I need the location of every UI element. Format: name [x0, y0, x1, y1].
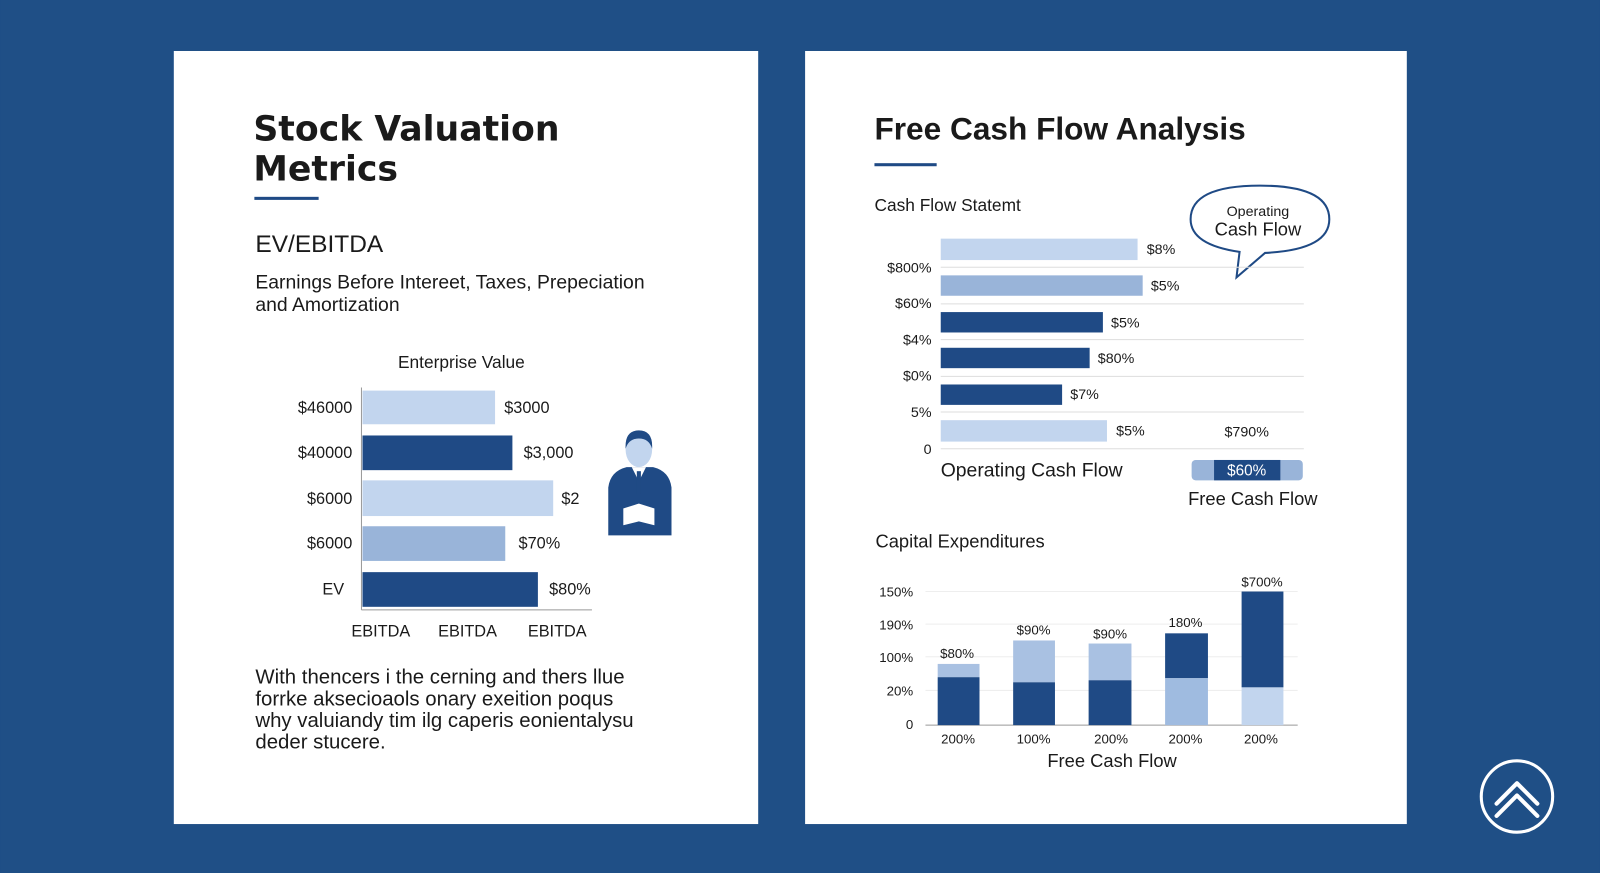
- column-label: EBITDA: [351, 622, 410, 640]
- row-label: $800%: [887, 260, 932, 276]
- chart-title: Enterprise Value: [398, 352, 525, 372]
- row-label: EV: [322, 581, 344, 599]
- row-label: $6000: [307, 490, 352, 508]
- bar-segment: [1088, 643, 1132, 681]
- section-title: Cash Flow Statemt: [874, 195, 1021, 215]
- description: and Amortization: [255, 294, 399, 316]
- bar-label: $8%: [1147, 242, 1176, 258]
- bar-label: $5%: [1116, 423, 1145, 439]
- column-label: 200%: [1094, 731, 1128, 746]
- row-label: $46000: [298, 399, 352, 417]
- description: Earnings Before Intereet, Taxes, Prepeci…: [255, 272, 644, 294]
- row-label: 0: [924, 442, 932, 458]
- row-label: 0: [906, 717, 913, 732]
- bar: [362, 526, 506, 561]
- title: Metrics: [253, 150, 398, 190]
- bar: [940, 238, 1138, 261]
- row-label: 20%: [887, 684, 914, 699]
- bar-label: 180%: [1169, 615, 1203, 630]
- bar: [362, 390, 496, 425]
- bar-segment: [1013, 682, 1055, 726]
- scroll-top-button[interactable]: [1479, 759, 1555, 834]
- bar-segment: [1241, 591, 1284, 688]
- speech-bubble: Operating Cash Flow: [1189, 184, 1331, 280]
- section-title: Capital Expenditures: [875, 531, 1044, 552]
- bar-segment: [1165, 633, 1208, 679]
- bar: [362, 480, 554, 517]
- row-label: 150%: [879, 585, 913, 600]
- person-icon: [608, 430, 672, 536]
- column-label: EBITDA: [438, 622, 497, 640]
- bar-segment: [1241, 687, 1284, 726]
- column-label: 200%: [1244, 731, 1278, 746]
- bar-segment: [937, 663, 980, 678]
- row-label: $40000: [298, 444, 352, 462]
- bar: [940, 347, 1090, 369]
- bar-label: $7%: [1070, 387, 1099, 403]
- bubble-text: Cash Flow: [1215, 219, 1302, 240]
- title: Stock Valuation: [253, 110, 559, 150]
- bar: [940, 420, 1107, 442]
- paragraph: why valuiandy tim ilg caperis eonientaly…: [254, 710, 633, 732]
- x-label: Free Cash Flow: [1047, 750, 1177, 771]
- bar-segment: [1165, 678, 1208, 726]
- row-label: $60%: [895, 296, 932, 312]
- paragraph: forrke aksecioaols onary exeition poqus: [255, 689, 613, 711]
- bar-label: $790%: [1224, 425, 1269, 441]
- bar-segment: [1013, 640, 1055, 683]
- bar-label: $3000: [504, 399, 549, 417]
- bar-label: $80%: [1098, 351, 1135, 367]
- row-label: 190%: [879, 617, 913, 632]
- bar-label: $5%: [1151, 279, 1180, 295]
- row-label: 5%: [911, 405, 932, 421]
- paragraph: With thencers i the cerning and thers ll…: [255, 666, 624, 688]
- underline: [874, 163, 937, 167]
- grid: [940, 266, 1304, 450]
- bar-label: $80%: [940, 646, 974, 661]
- bar-label: $5%: [1111, 315, 1140, 331]
- bar-label: $70%: [519, 535, 561, 553]
- bar-label: $80%: [549, 581, 591, 599]
- bar-label: $2: [561, 490, 579, 508]
- x-label: Operating Cash Flow: [941, 459, 1124, 481]
- title: Free Cash Flow Analysis: [874, 111, 1245, 147]
- column-label: 100%: [1017, 731, 1051, 746]
- bar: [940, 312, 1103, 333]
- subtitle: EV/EBITDA: [255, 231, 383, 258]
- bar: [362, 572, 538, 607]
- paragraph: deder stucere.: [255, 732, 385, 754]
- bar-segment: [937, 677, 980, 726]
- underline: [254, 196, 319, 200]
- row-label: $4%: [903, 333, 932, 349]
- column-label: EBITDA: [528, 622, 587, 640]
- legend-label: Free Cash Flow: [1188, 488, 1318, 509]
- column-label: 200%: [1169, 731, 1203, 746]
- bar-label: $700%: [1241, 574, 1282, 589]
- bar: [940, 384, 1063, 405]
- legend-pill: [1214, 459, 1281, 481]
- column-chart: 150% 190% 100% 20% 0 $80% $90% $90% 180%…: [879, 574, 1298, 771]
- bar-segment: [1088, 680, 1132, 726]
- bubble-text: Operating: [1227, 204, 1290, 220]
- row-label: $0%: [903, 368, 932, 384]
- row-label: 100%: [879, 650, 913, 665]
- bar: [362, 435, 513, 471]
- bar-label: $90%: [1017, 622, 1051, 637]
- bar-chart: $800% $60% $4% $0% 5% 0 $8% $5% $5% $80%…: [887, 238, 1318, 509]
- bar-chart: $46000 $40000 $6000 $6000 EV $3000 $3,00…: [298, 387, 592, 640]
- legend-value: $60%: [1227, 462, 1266, 479]
- bar-label: $90%: [1093, 626, 1127, 641]
- column-label: 200%: [941, 731, 975, 746]
- bar-label: $3,000: [524, 444, 574, 462]
- bar: [940, 275, 1143, 296]
- row-label: $6000: [307, 535, 352, 553]
